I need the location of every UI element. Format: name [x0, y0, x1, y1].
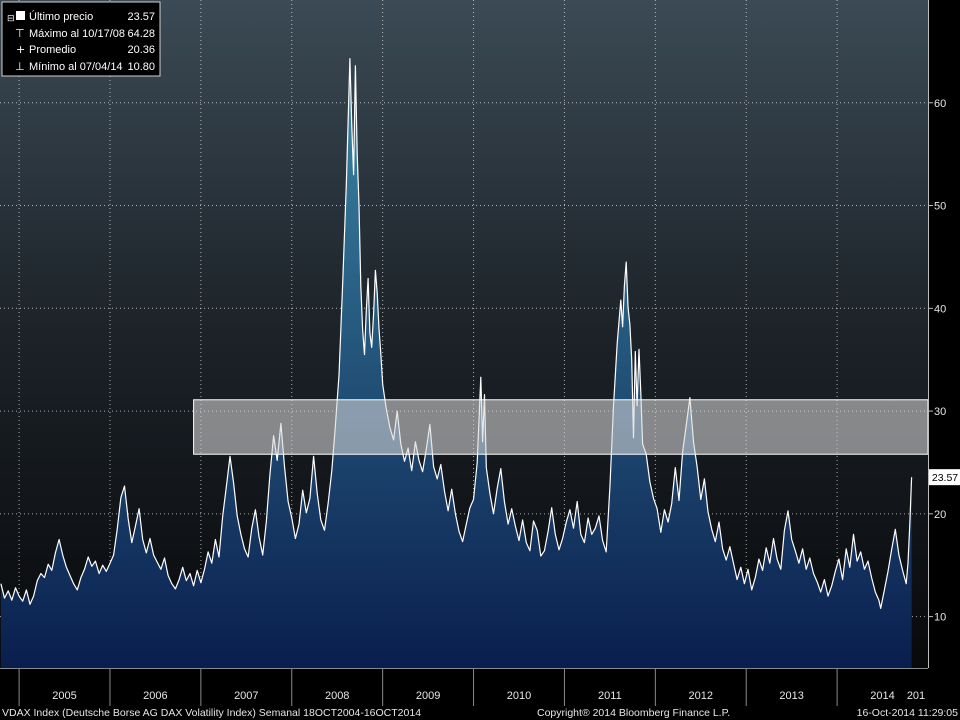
footer: VDAX Index (Deutsche Borse AG DAX Volati…: [0, 706, 960, 720]
right-axis-background: [928, 0, 960, 668]
x-tick-label: 2010: [507, 690, 531, 702]
x-axis: 2005 2006 2007 2008 2009 2010 2011 2012 2013 2014…: [0, 668, 960, 706]
y-tick-label: 60: [934, 98, 946, 110]
y-axis: 10 20 30 40 50 60: [928, 0, 946, 668]
x-tick-label: 201: [907, 690, 925, 702]
min-marker-icon: ⊥: [15, 60, 25, 73]
y-tick-label: 50: [934, 201, 946, 213]
x-tick-label: 2009: [416, 690, 440, 702]
footer-copyright: Copyright® 2014 Bloomberg Finance L.P.: [537, 707, 730, 719]
legend-value-min: 10.80: [127, 61, 155, 73]
footer-timestamp: 16-Oct-2014 11:29:05: [857, 707, 959, 719]
x-tick-label: 2013: [779, 690, 803, 702]
legend-label-max: Máximo al 10/17/08: [29, 28, 125, 40]
x-tick-label: 2011: [598, 690, 622, 702]
last-value-marker: 23.57: [929, 469, 960, 486]
average-marker-icon: +: [16, 43, 25, 56]
y-tick-label: 10: [934, 612, 946, 624]
area-layer: [0, 58, 913, 669]
legend-label-average: Promedio: [29, 44, 76, 56]
last-value-label: 23.57: [932, 472, 958, 484]
y-tick-label: 20: [934, 509, 946, 521]
y-tick-label: 30: [934, 406, 946, 418]
x-tick-label: 2012: [689, 690, 713, 702]
collapse-icon[interactable]: ⊟: [7, 13, 15, 23]
series-area: [0, 58, 912, 669]
legend-box: ⊟ Último precio 23.57 ⊤ Máximo al 10/17/…: [1, 1, 161, 77]
x-tick-label: 2006: [143, 690, 167, 702]
highlight-band: [193, 399, 929, 455]
legend-label-last-price: Último precio: [29, 10, 93, 23]
legend-value-average: 20.36: [127, 44, 155, 56]
x-tick-label: 2007: [234, 690, 258, 702]
max-marker-icon: ⊤: [15, 27, 25, 40]
y-tick-label: 40: [934, 303, 946, 315]
legend-value-last-price: 23.57: [127, 11, 155, 23]
x-tick-label: 2005: [52, 690, 76, 702]
x-tick-label: 2008: [325, 690, 349, 702]
footer-ticker: VDAX Index (Deutsche Borse AG DAX Volati…: [2, 707, 421, 719]
legend-label-min: Mínimo al 07/04/14: [29, 61, 123, 73]
last-price-swatch-icon: [16, 11, 25, 20]
series-line: [0, 58, 913, 609]
legend-value-max: 64.28: [127, 28, 155, 40]
x-tick-label: 2014: [870, 690, 894, 702]
last-value-box: [929, 469, 960, 486]
